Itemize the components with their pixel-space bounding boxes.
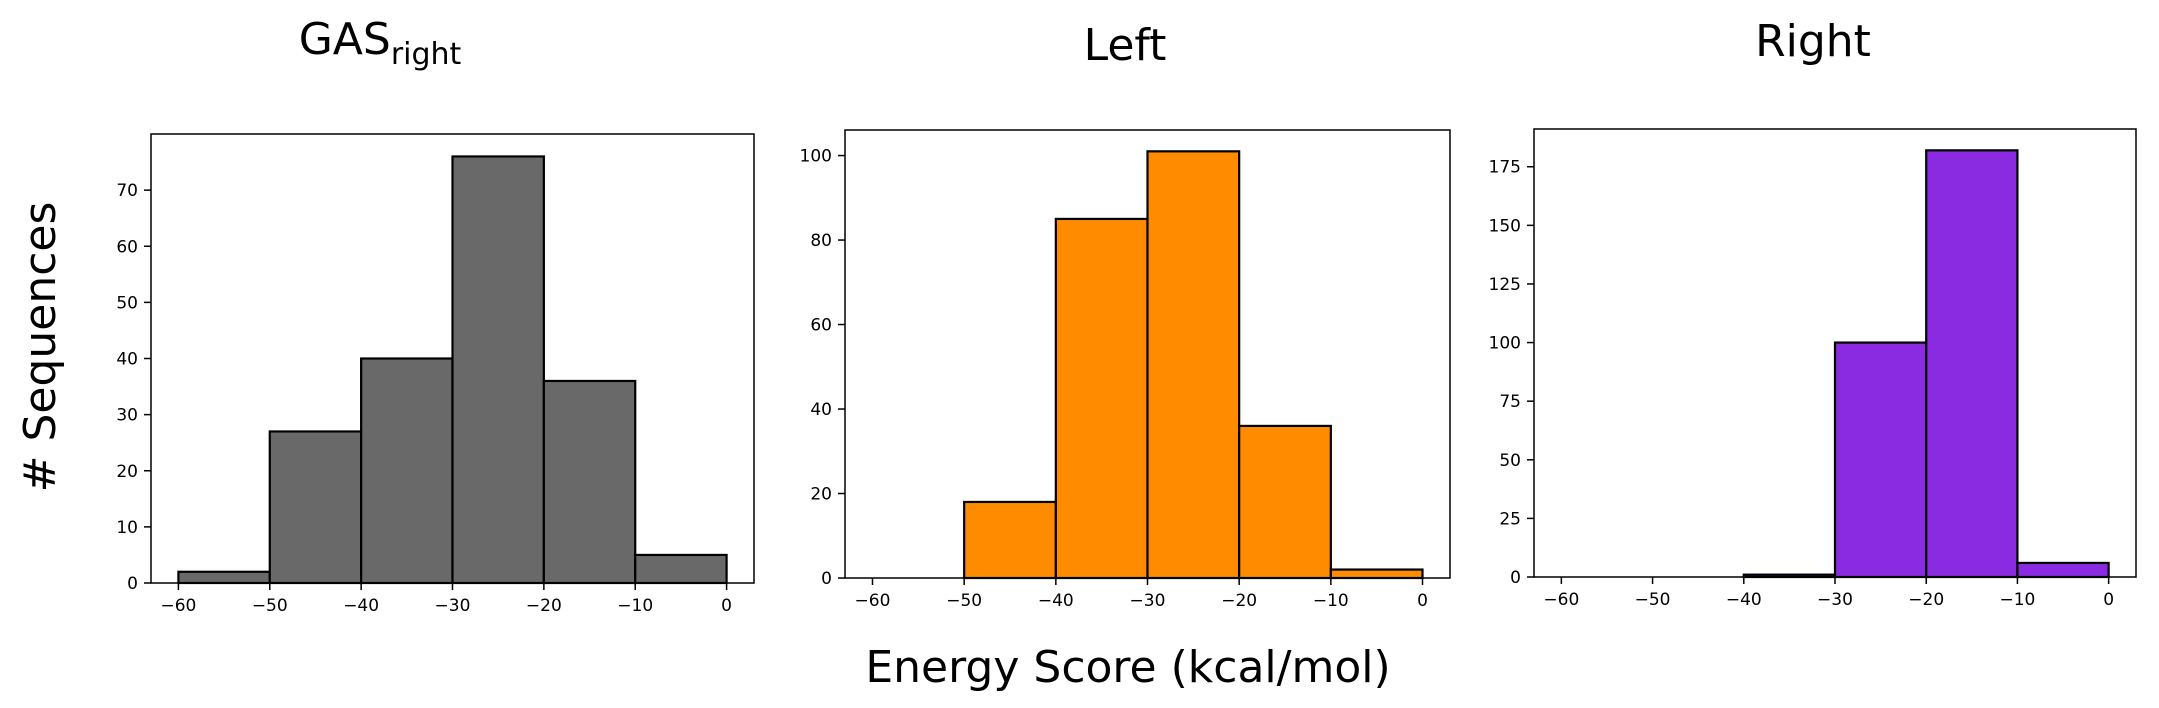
x-tick-label: −60 [1543,590,1579,610]
y-tick-label: 0 [127,574,138,594]
x-tick-label: 0 [1417,591,1428,611]
x-tick-label: −10 [617,596,653,616]
y-tick-label: 125 [1489,275,1521,295]
histogram-bar [1054,217,1149,580]
x-tick-label: −20 [526,596,562,616]
y-tick-label: 30 [116,406,138,426]
histogram-bar [1925,149,2019,579]
histogram-panel-1: −60 −50 −40 −30 −20 −10 0 0 10 20 30 40 50 60 70 GASrig… [116,14,755,616]
x-tick-label: −50 [1635,590,1671,610]
histogram-bar [268,430,363,585]
histogram-bar [634,553,728,585]
y-tick-label: 50 [116,293,138,313]
panel-title: Left [1084,20,1167,71]
x-tick-label: −50 [946,591,982,611]
x-tick-label: −20 [1221,591,1257,611]
x-axis-label: Energy Score (kcal/mol) [865,642,1390,693]
y-tick-label: 100 [1489,334,1521,354]
y-tick-label: 20 [810,485,832,505]
histogram-bar [1146,150,1241,580]
x-tick-label: −10 [1313,591,1349,611]
histogram-bar [2016,561,2110,579]
x-tick-label: −60 [855,591,891,611]
y-tick-label: 60 [116,237,138,257]
histogram-bar [1238,424,1332,580]
panels: −60 −50 −40 −30 −20 −10 0 0 10 20 30 40 50 60 70 GASrig… [116,14,2137,616]
x-tick-label: −20 [1908,590,1944,610]
histogram-bar [542,379,637,585]
histogram-bar [1833,341,1928,579]
x-tick-label: 0 [721,596,732,616]
histogram-bar [963,500,1057,580]
panel-title: Right [1755,16,1871,67]
y-tick-label: 75 [1499,392,1521,412]
y-tick-label: 50 [1499,451,1521,471]
x-tick-label: −40 [1726,590,1762,610]
histogram-panel-3: −60 −50 −40 −30 −20 −10 0 0 25 50 75 100 125 150 175 Ri… [1489,16,2137,610]
panel-title: GASright [299,14,462,72]
y-tick-label: 0 [821,569,832,589]
panel-title-subscript: right [391,37,462,72]
x-tick-label: −40 [1038,591,1074,611]
y-tick-label: 60 [810,316,832,336]
y-tick-label: 0 [1510,568,1521,588]
y-tick-label: 25 [1499,509,1521,529]
histogram-bar [177,570,271,585]
y-axis-label: # Sequences [15,202,66,493]
histogram-bar [1329,568,1424,580]
histogram-bar [451,155,545,585]
y-tick-label: 40 [810,400,832,420]
y-tick-label: 175 [1489,158,1521,178]
y-tick-label: 150 [1489,216,1521,236]
x-tick-label: −30 [435,596,471,616]
y-tick-label: 40 [116,350,138,370]
x-tick-label: −10 [1999,590,2035,610]
x-tick-label: 0 [2103,590,2114,610]
histogram-bar [360,357,454,585]
y-tick-label: 10 [116,518,138,538]
x-tick-label: −30 [1817,590,1853,610]
x-tick-label: −30 [1130,591,1166,611]
y-tick-label: 80 [810,231,832,251]
x-tick-label: −50 [252,596,288,616]
y-tick-label: 100 [800,147,832,167]
panel-title-text: Right [1755,16,1871,67]
histogram-panel-2: −60 −50 −40 −30 −20 −10 0 0 20 40 60 80 100 Left [800,20,1451,611]
x-tick-label: −60 [160,596,196,616]
y-tick-label: 70 [116,181,138,201]
panel-title-text: GAS [299,14,391,65]
y-tick-label: 20 [116,462,138,482]
x-tick-label: −40 [343,596,379,616]
panel-title-text: Left [1084,20,1167,71]
